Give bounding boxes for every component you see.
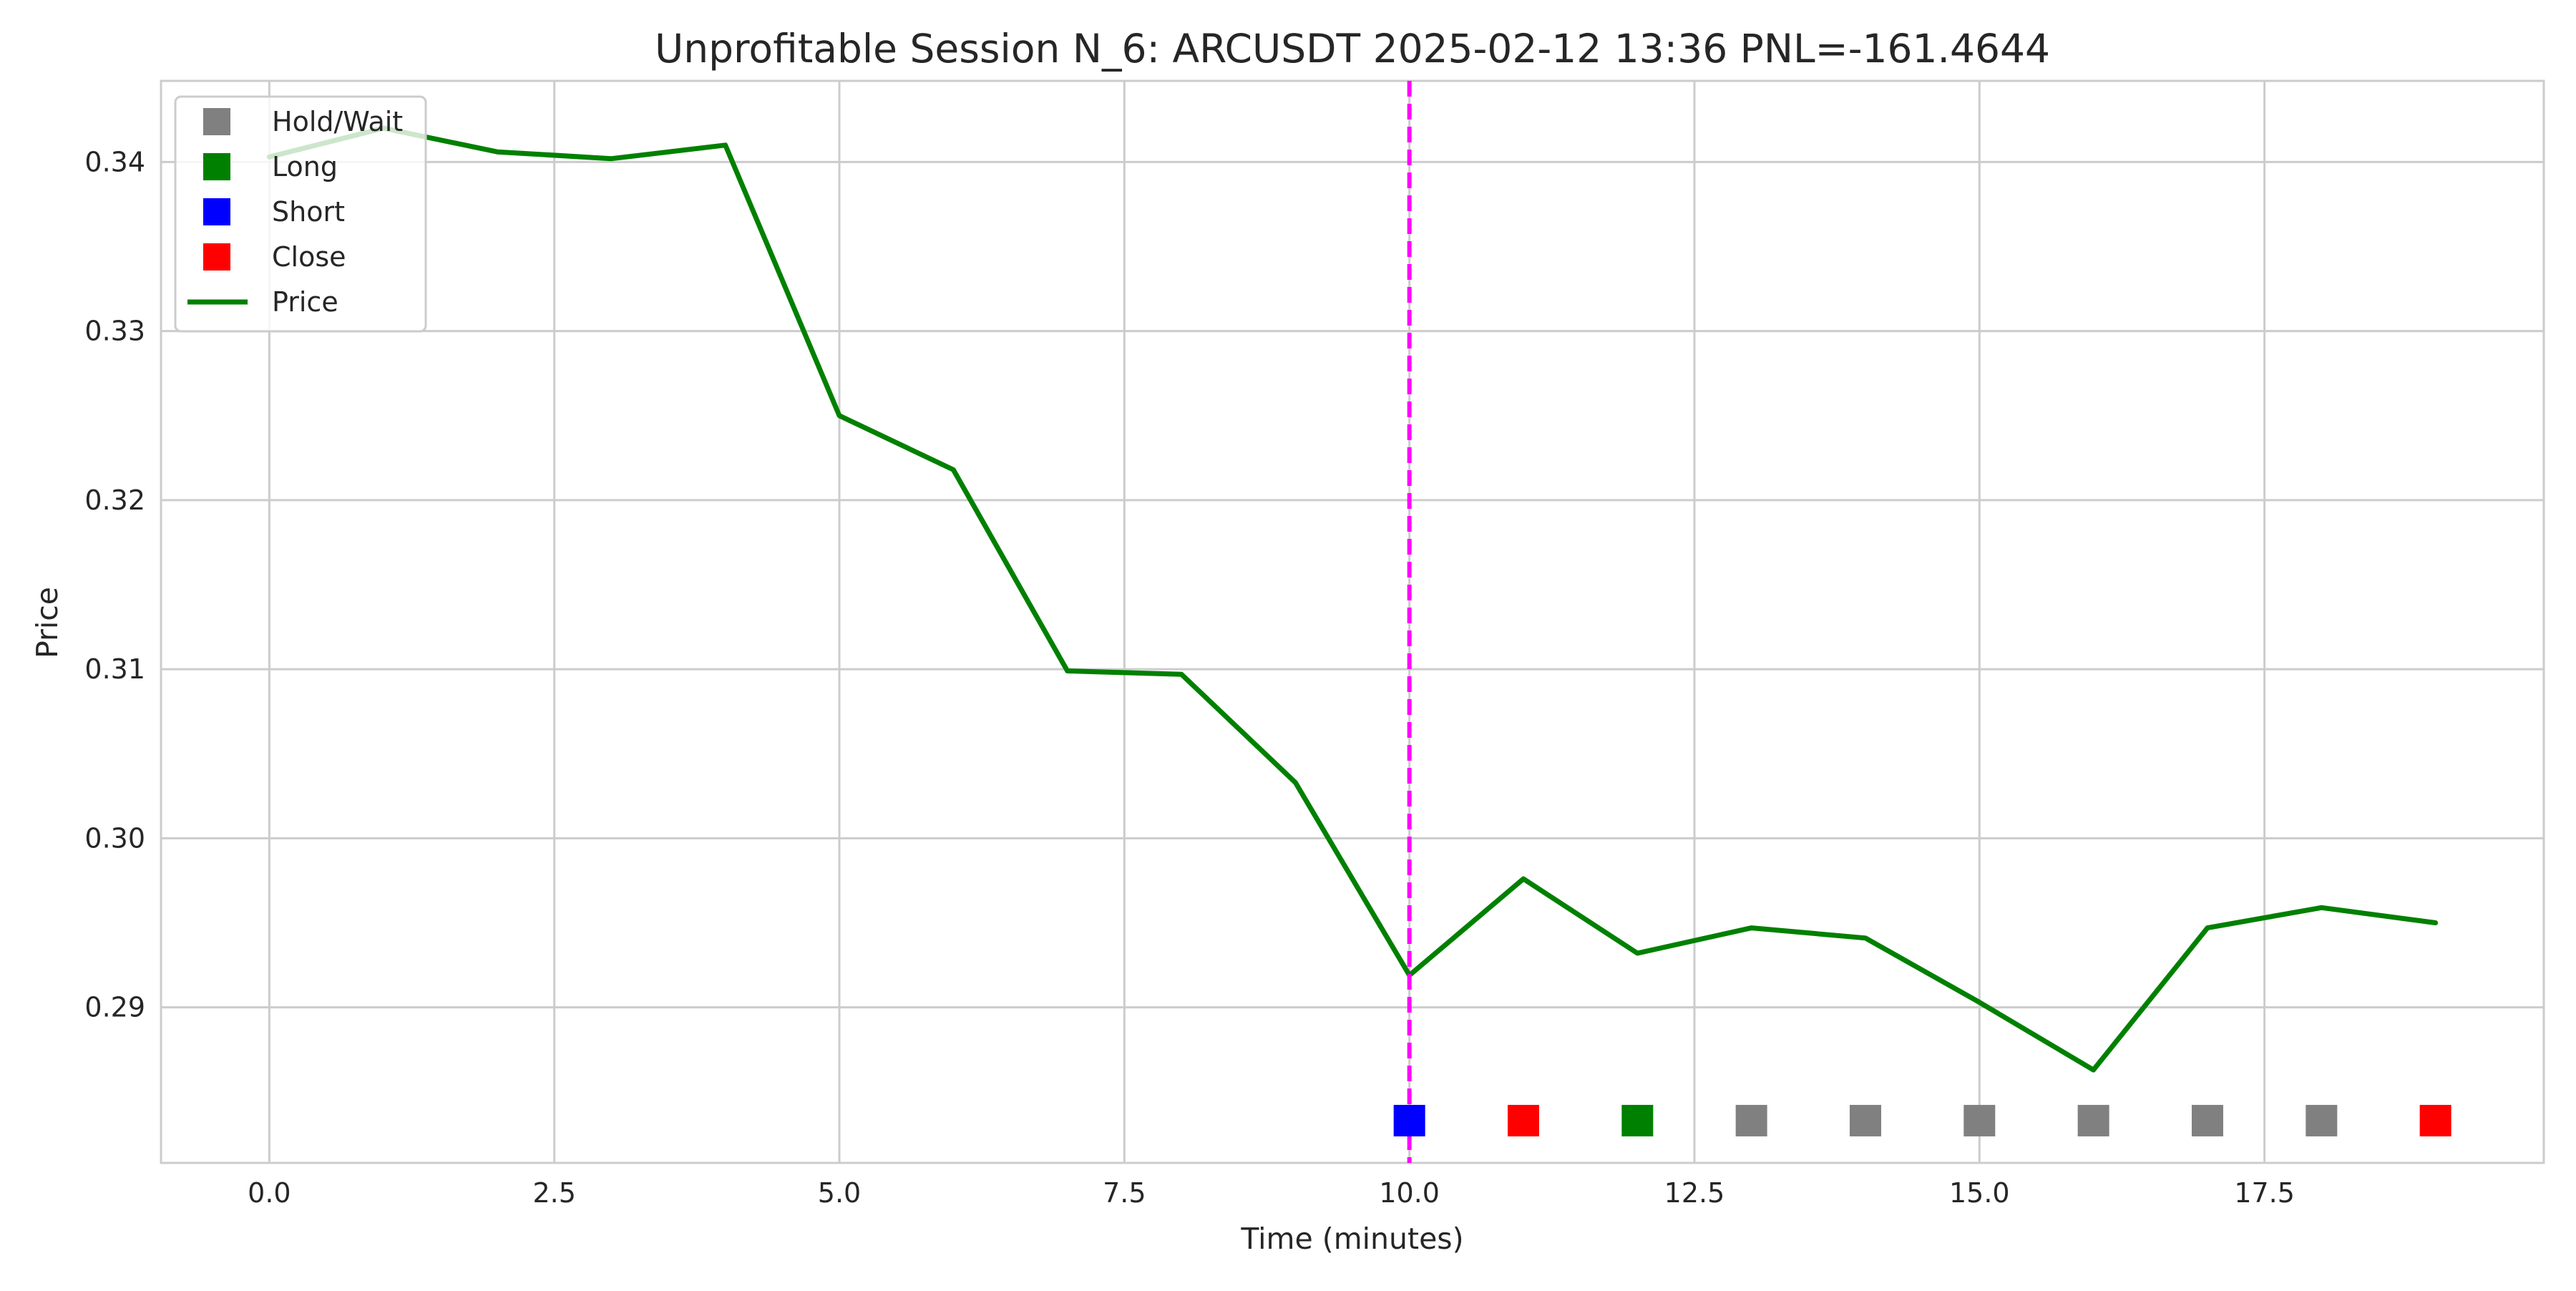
action-markers: [1393, 1104, 2451, 1136]
x-tick-label: 7.5: [1103, 1177, 1146, 1209]
action-marker-close: [1507, 1104, 1539, 1136]
chart-title: Unprofitable Session N_6: ARCUSDT 2025-0…: [655, 26, 2050, 72]
grid: [161, 81, 2544, 1163]
action-marker-hold-wait: [2306, 1104, 2338, 1136]
y-tick-label: 0.34: [84, 146, 145, 177]
legend-swatch: [203, 243, 230, 271]
action-marker-short: [1393, 1104, 1425, 1136]
legend-box: [174, 95, 427, 333]
series-layer: [266, 125, 2439, 1073]
legend-label: Price: [272, 286, 338, 318]
legend-swatch: [203, 108, 230, 135]
x-tick-label: 10.0: [1379, 1177, 1440, 1209]
legend-label: Hold/Wait: [272, 106, 403, 137]
action-marker-hold-wait: [2077, 1104, 2109, 1136]
action-marker-hold-wait: [1849, 1104, 1881, 1136]
y-tick-label: 0.30: [84, 822, 145, 854]
legend-items: Hold/Wait Long Short Close Price: [187, 106, 403, 318]
price-line: [266, 125, 2439, 1073]
y-tick-label: 0.31: [84, 653, 145, 685]
x-tick-label: 12.5: [1664, 1177, 1725, 1209]
y-axis-label: Price: [30, 587, 64, 658]
x-axis-ticks: 0.0 2.5 5.0 7.5 10.0 12.5 15.0 17.5: [248, 1177, 2295, 1209]
x-tick-label: 2.5: [532, 1177, 575, 1209]
legend-swatch: [203, 153, 230, 180]
x-tick-label: 17.5: [2234, 1177, 2295, 1209]
x-tick-label: 15.0: [1949, 1177, 2010, 1209]
action-marker-hold-wait: [2191, 1104, 2223, 1136]
y-tick-label: 0.32: [84, 484, 145, 516]
x-axis-label: Time (minutes): [1240, 1222, 1463, 1256]
x-tick-label: 5.0: [818, 1177, 861, 1209]
x-tick-label: 0.0: [248, 1177, 291, 1209]
legend-swatch: [203, 198, 230, 225]
legend-label: Short: [272, 196, 345, 228]
legend-label: Long: [272, 151, 338, 182]
legend-label: Close: [272, 241, 346, 273]
legend: Hold/Wait Long Short Close Price: [174, 95, 427, 333]
action-marker-hold-wait: [1735, 1104, 1767, 1136]
action-marker-long: [1621, 1104, 1654, 1136]
y-tick-label: 0.29: [84, 992, 145, 1023]
action-marker-close: [2419, 1104, 2451, 1136]
y-tick-label: 0.33: [84, 316, 145, 347]
y-axis-ticks: 0.29 0.30 0.31 0.32 0.33 0.34: [84, 146, 145, 1023]
plot-area-frame: [160, 79, 2545, 1164]
action-marker-hold-wait: [1963, 1104, 1996, 1136]
